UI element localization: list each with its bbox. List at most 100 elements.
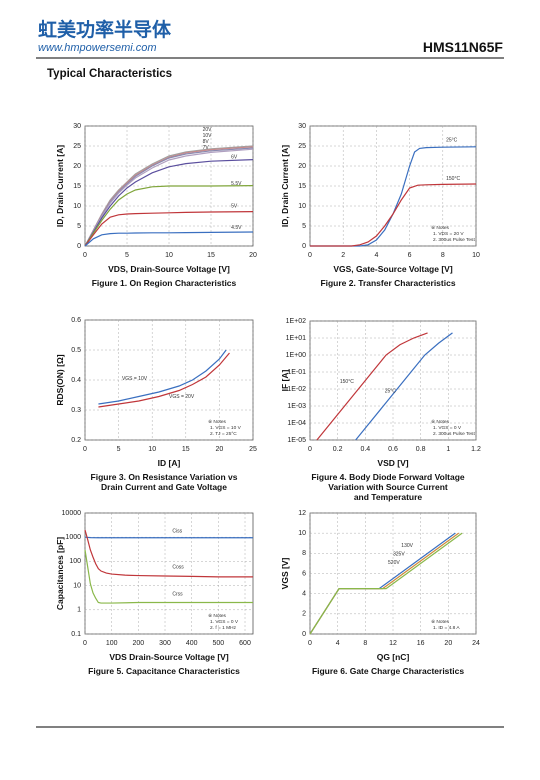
y-tick-label: 20 — [298, 163, 306, 170]
curve-label: 8V — [203, 139, 210, 145]
figure-caption: Figure 3. On Resistance Variation vs — [91, 472, 238, 482]
y-tick-label: 1000 — [65, 534, 81, 541]
y-tick-label: 10 — [298, 203, 306, 210]
x-tick-label: 200 — [132, 640, 144, 647]
y-tick-label: 5 — [77, 223, 81, 230]
figure-caption: Drain Current and Gate Voltage — [101, 482, 227, 492]
y-tick-label: 30 — [298, 123, 306, 130]
series-line — [84, 536, 253, 539]
y-tick-label: 10000 — [62, 510, 82, 517]
y-tick-label: 8 — [302, 550, 306, 557]
x-tick-label: 4 — [336, 640, 340, 647]
y-tick-label: 25 — [298, 143, 306, 150]
curve-label: Crss — [172, 591, 183, 597]
y-tick-label: 1E-02 — [287, 386, 306, 393]
x-tick-label: 0 — [308, 640, 312, 647]
x-tick-label: 12 — [389, 640, 397, 647]
series-line — [98, 352, 230, 408]
y-tick-label: 0 — [302, 631, 306, 638]
x-tick-label: 25 — [249, 446, 257, 453]
figure-caption: Figure 5. Capacitance Characteristics — [88, 666, 240, 676]
y-tick-label: 2 — [302, 611, 306, 618]
y-axis-title: ID, Drain Current [A] — [55, 145, 65, 227]
x-tick-label: 1.2 — [471, 446, 481, 453]
y-tick-label: 0 — [302, 243, 306, 250]
y-tick-label: 0.3 — [71, 407, 81, 414]
curve-label: 25°C — [446, 138, 458, 144]
note: ※ Notes — [208, 419, 226, 425]
logo: 虹美功率半导体 — [38, 18, 172, 41]
x-axis-title: VGS, Gate-Source Voltage [V] — [333, 264, 453, 274]
x-tick-label: 0.6 — [388, 446, 398, 453]
y-axis-title: VGS [V] — [280, 558, 290, 590]
curve-label: Ciss — [172, 528, 182, 534]
y-tick-label: 1E+02 — [286, 318, 307, 325]
y-axis-title: ID, Drain Current [A] — [280, 145, 290, 227]
x-tick-label: 5 — [117, 446, 121, 453]
y-axis-title: IF [A] — [280, 369, 290, 391]
x-axis-title: ID [A] — [158, 458, 181, 468]
x-tick-label: 8 — [441, 252, 445, 259]
y-axis-title: RDS(ON) [Ω] — [55, 354, 65, 405]
section-title: Typical Characteristics — [47, 68, 172, 80]
series-line — [310, 183, 477, 247]
y-tick-label: 1E+01 — [286, 335, 307, 342]
x-tick-label: 20 — [249, 252, 257, 259]
curve-label: 150°C — [446, 176, 460, 182]
x-tick-label: 600 — [239, 640, 251, 647]
note: ※ Notes — [431, 419, 449, 425]
x-tick-label: 16 — [417, 640, 425, 647]
note: ※ Notes — [208, 613, 226, 619]
x-tick-label: 10 — [472, 252, 480, 259]
x-tick-label: 5 — [125, 252, 129, 259]
y-tick-label: 1E-04 — [287, 420, 306, 427]
series-line — [84, 549, 253, 604]
y-tick-label: 30 — [73, 123, 81, 130]
curve-label: 520V — [388, 560, 400, 566]
curve-label: 20V — [203, 127, 213, 133]
y-tick-label: 10 — [73, 203, 81, 210]
y-tick-label: 1E+00 — [286, 352, 307, 359]
y-tick-label: 15 — [73, 183, 81, 190]
y-tick-label: 1E-05 — [287, 437, 306, 444]
figure-caption: Figure 4. Body Diode Forward Voltage — [311, 472, 465, 482]
x-tick-label: 500 — [212, 640, 224, 647]
y-tick-label: 100 — [69, 558, 81, 565]
y-tick-label: 6 — [302, 570, 306, 577]
series-line — [310, 146, 477, 247]
x-tick-label: 10 — [148, 446, 156, 453]
curve-label: VGS = 10V — [122, 376, 148, 382]
x-tick-label: 15 — [182, 446, 190, 453]
y-tick-label: 1 — [77, 607, 81, 614]
y-tick-label: 0.4 — [71, 377, 81, 384]
plot-area — [84, 512, 254, 635]
x-axis-title: VSD [V] — [377, 458, 408, 468]
y-tick-label: 0.5 — [71, 347, 81, 354]
y-tick-label: 10 — [298, 530, 306, 537]
series-line — [84, 148, 254, 247]
x-tick-label: 1 — [446, 446, 450, 453]
x-tick-label: 100 — [106, 640, 118, 647]
curve-label: 7V — [203, 145, 210, 151]
x-tick-label: 400 — [186, 640, 198, 647]
note: 1. VGS = 10 V — [210, 425, 242, 431]
y-tick-label: 1E-03 — [287, 403, 306, 410]
curve-label: 4.5V — [231, 225, 242, 231]
y-tick-label: 15 — [298, 183, 306, 190]
part-number: HMS11N65F — [423, 39, 504, 55]
note: ※ Notes — [431, 619, 449, 625]
x-axis-title: VDS, Drain-Source Voltage [V] — [108, 264, 230, 274]
x-tick-label: 0.2 — [333, 446, 343, 453]
figure-caption: Figure 1. On Region Characteristics — [92, 278, 237, 288]
x-tick-label: 15 — [207, 252, 215, 259]
series-line — [84, 185, 254, 247]
note: 2. 300us Pulse Test — [433, 237, 475, 243]
x-tick-label: 20 — [444, 640, 452, 647]
series-line — [84, 159, 254, 247]
curve-label: 6V — [231, 154, 238, 160]
series-line — [84, 231, 254, 247]
website: www.hmpowersemi.com — [38, 42, 157, 54]
curve-label: 25°C — [385, 388, 397, 394]
